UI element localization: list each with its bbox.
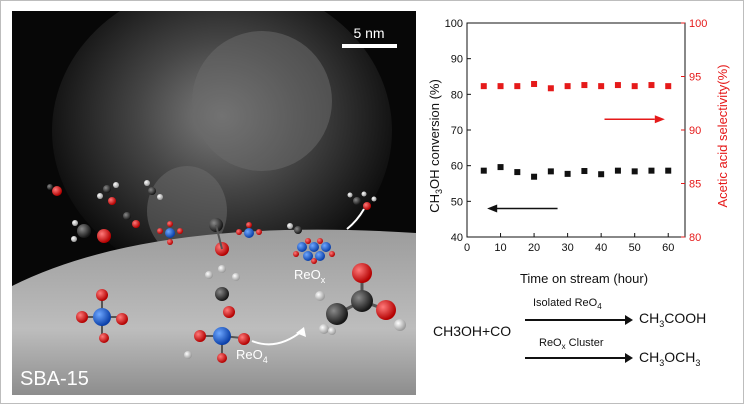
sba15-surface bbox=[12, 229, 416, 395]
selectivity-point bbox=[531, 80, 538, 87]
gas-molecules bbox=[47, 180, 377, 243]
desorption-arrow bbox=[346, 208, 365, 230]
reaction-scheme: CH3OH+CO Isolated ReO4 CH3COOH ReOx Clus… bbox=[421, 291, 739, 395]
conversion-point bbox=[497, 164, 504, 171]
selectivity-point bbox=[631, 83, 638, 90]
stem-illustration: 5 nm SBA-15 bbox=[12, 11, 416, 395]
conversion-point bbox=[564, 170, 571, 177]
left-y-tick-label: 70 bbox=[451, 125, 463, 137]
reox-cluster-label: ReOx bbox=[294, 267, 326, 285]
x-tick-label: 30 bbox=[561, 242, 573, 254]
stem-image-panel: 5 nm SBA-15 bbox=[12, 11, 416, 395]
selectivity-point bbox=[598, 83, 605, 90]
left-y-tick-label: 80 bbox=[451, 89, 463, 101]
left-y-tick-label: 90 bbox=[451, 54, 463, 66]
selectivity-point bbox=[547, 85, 554, 92]
x-tick-label: 10 bbox=[494, 242, 506, 254]
conversion-point bbox=[514, 169, 521, 176]
conversion-selectivity-chart: 0 10 20 30 40 50 60 40 50 60 70 80 90 100 80 85 90 95 10… bbox=[427, 18, 730, 286]
series-arrows bbox=[487, 115, 665, 213]
x-tick-label: 40 bbox=[595, 242, 607, 254]
selectivity-point bbox=[614, 82, 621, 89]
right-y-axis-ticks: 80 85 90 95 100 bbox=[681, 18, 707, 244]
isolated-reo4-left bbox=[76, 289, 128, 343]
product-acetic-acid: CH3COOH bbox=[639, 310, 707, 329]
route1-arrowhead bbox=[625, 315, 633, 325]
left-y-axis-label: CH3OH conversion (%) bbox=[427, 79, 444, 213]
scale-bar bbox=[342, 44, 397, 48]
conversion-arrowhead bbox=[487, 204, 498, 213]
selectivity-point bbox=[665, 83, 672, 90]
isolated-reo4-center bbox=[184, 265, 250, 363]
conversion-point bbox=[547, 168, 554, 175]
route2-catalyst-label: ReOx Cluster bbox=[539, 337, 604, 352]
right-y-tick-label: 95 bbox=[689, 72, 701, 84]
x-tick-label: 50 bbox=[629, 242, 641, 254]
x-tick-label: 0 bbox=[464, 242, 470, 254]
right-y-tick-label: 80 bbox=[689, 232, 701, 244]
conversion-point bbox=[665, 167, 672, 174]
data-points bbox=[480, 80, 672, 180]
x-axis-label: Time on stream (hour) bbox=[520, 271, 648, 286]
conversion-point bbox=[531, 173, 538, 180]
left-y-tick-label: 40 bbox=[451, 232, 463, 244]
reox-cluster bbox=[293, 238, 335, 264]
selectivity-point bbox=[480, 83, 487, 90]
conversion-point bbox=[480, 167, 487, 174]
scale-bar-label: 5 nm bbox=[353, 25, 384, 41]
reo4-label: ReO4 bbox=[236, 347, 268, 365]
conversion-point bbox=[581, 168, 588, 175]
selectivity-point bbox=[497, 83, 504, 90]
substrate-label: SBA-15 bbox=[20, 368, 89, 390]
left-y-axis-ticks: 40 50 60 70 80 90 100 bbox=[445, 18, 471, 244]
selectivity-point bbox=[581, 82, 588, 89]
selectivity-point bbox=[514, 83, 521, 90]
reaction-arrow bbox=[251, 330, 303, 346]
x-tick-label: 60 bbox=[662, 242, 674, 254]
selectivity-point bbox=[648, 82, 655, 89]
conversion-point bbox=[614, 167, 621, 174]
conversion-point bbox=[648, 167, 655, 174]
selectivity-arrowhead bbox=[654, 115, 665, 124]
selectivity-point bbox=[564, 83, 571, 90]
product-dimethyl-ether: CH3OCH3 bbox=[639, 349, 701, 368]
adsorbed-species bbox=[157, 218, 302, 256]
reactants-text: CH3OH+CO bbox=[433, 323, 512, 339]
route2-arrowhead bbox=[625, 353, 633, 363]
right-y-tick-label: 100 bbox=[689, 18, 707, 30]
x-tick-label: 20 bbox=[528, 242, 540, 254]
left-y-tick-label: 60 bbox=[451, 161, 463, 173]
conversion-point bbox=[631, 168, 638, 175]
route1-arrow bbox=[525, 319, 627, 321]
right-y-tick-label: 90 bbox=[689, 125, 701, 137]
x-axis-ticks: 0 10 20 30 40 50 60 bbox=[464, 233, 674, 254]
acetic-acid-molecule bbox=[315, 263, 406, 335]
conversion-point bbox=[598, 171, 605, 178]
right-y-axis-label: Acetic acid selectivity(%) bbox=[715, 64, 730, 207]
right-y-tick-label: 85 bbox=[689, 179, 701, 191]
chart-panel: 0 10 20 30 40 50 60 40 50 60 70 80 90 100 80 85 90 95 10… bbox=[421, 11, 739, 287]
left-y-tick-label: 50 bbox=[451, 196, 463, 208]
route2-arrow bbox=[525, 357, 627, 359]
route1-catalyst-label: Isolated ReO4 bbox=[533, 297, 602, 312]
left-y-tick-label: 100 bbox=[445, 18, 463, 30]
plot-frame bbox=[466, 22, 686, 238]
